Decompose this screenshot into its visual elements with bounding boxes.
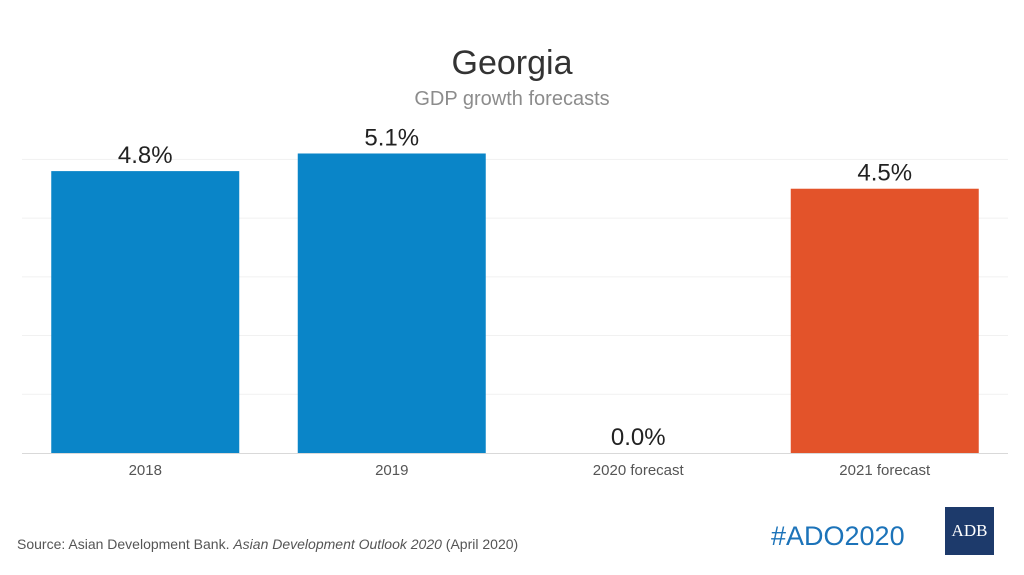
bar-value-label: 5.1% [364, 124, 419, 151]
bar [790, 188, 979, 453]
x-tick-label: 2018 [129, 462, 162, 479]
x-tick-label: 2021 forecast [839, 462, 931, 479]
adb-logo: ADB [945, 507, 994, 555]
chart-title: Georgia [451, 44, 573, 82]
chart-subtitle: GDP growth forecasts [414, 88, 610, 110]
bar [297, 153, 486, 453]
x-tick-label: 2019 [375, 462, 408, 479]
x-tick-label: 2020 forecast [593, 462, 685, 479]
bar-chart: 4.8% 2018 5.1% 2019 0.0% 2020 forecast 4.5% 202… [22, 124, 1008, 479]
source-publication: Asian Development Outlook 2020 [233, 536, 442, 552]
source-suffix: (April 2020) [441, 536, 519, 552]
hashtag: #ADO2020 [771, 521, 905, 551]
bar-value-label: 0.0% [611, 424, 666, 451]
source-prefix: Source: Asian Development Bank. [17, 536, 234, 552]
source-note: Source: Asian Development Bank. Asian De… [17, 536, 518, 552]
bar-value-label: 4.5% [857, 160, 912, 187]
bar-value-label: 4.8% [118, 142, 173, 169]
bar [51, 171, 240, 454]
